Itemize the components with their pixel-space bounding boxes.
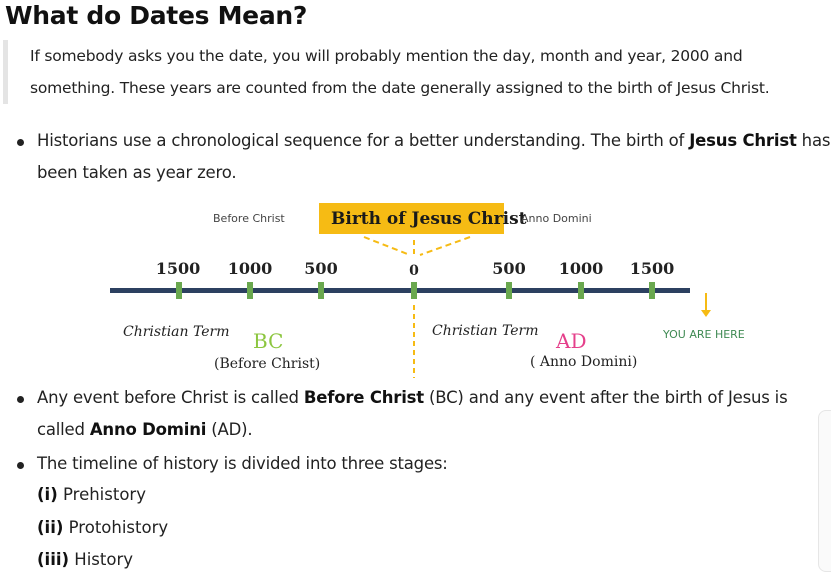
stage-number: (iii) xyxy=(37,550,70,569)
stage-label: History xyxy=(69,550,134,569)
anno-domini-label: Anno Domini xyxy=(521,212,592,225)
tick-label-1000-ad: 1000 xyxy=(559,259,604,278)
christian-term-left: Christian Term xyxy=(123,324,230,340)
stage-number: (ii) xyxy=(37,518,64,537)
side-panel-edge xyxy=(818,410,831,572)
quote-line-1: If somebody asks you the date, you will … xyxy=(30,47,743,65)
tick-mark xyxy=(318,282,324,299)
bullet-3-line-1: The timeline of history is divided into … xyxy=(37,454,448,473)
arrowhead-icon xyxy=(701,310,711,317)
stage-item-protohistory: (ii) Protohistory xyxy=(37,518,168,537)
timeline-axis xyxy=(110,288,690,293)
stage-label: Protohistory xyxy=(63,518,169,537)
pointer-dash-left xyxy=(363,236,411,256)
bullet-1-bold: Jesus Christ xyxy=(689,131,797,150)
timeline-diagram: Before Christ Birth of Jesus Christ Anno… xyxy=(110,203,745,378)
stage-number: (i) xyxy=(37,485,58,504)
bullet-2-text-2-end: (AD). xyxy=(206,420,253,439)
tick-label-1500-ad: 1500 xyxy=(630,259,675,278)
stage-item-history: (iii) History xyxy=(37,550,133,569)
bc-label: BC xyxy=(253,329,283,353)
tick-label-1500-bc: 1500 xyxy=(156,259,201,278)
bullet-1-line-1: Historians use a chronological sequence … xyxy=(37,131,830,150)
tick-label-500-bc: 500 xyxy=(304,259,337,278)
bullet-2-line-1: Any event before Christ is called Before… xyxy=(37,388,788,407)
tick-label-500-ad: 500 xyxy=(492,259,525,278)
ad-full-label: ( Anno Domini) xyxy=(530,354,637,370)
bullet-2-text: Any event before Christ is called xyxy=(37,388,304,407)
bullet-2-text-end: (BC) and any event after the birth of Je… xyxy=(423,388,788,407)
christian-term-right: Christian Term xyxy=(432,323,539,339)
birth-highlight-box xyxy=(319,203,504,234)
tick-mark xyxy=(578,282,584,299)
bullet-dot xyxy=(17,396,24,403)
page-title: What do Dates Mean? xyxy=(5,1,308,30)
tick-mark xyxy=(247,282,253,299)
bullet-2-text-2: called xyxy=(37,420,90,439)
you-are-here-label: YOU ARE HERE xyxy=(662,328,745,341)
bullet-2-line-2: called Anno Domini (AD). xyxy=(37,420,253,439)
bullet-2-bold-bc: Before Christ xyxy=(303,388,424,407)
bullet-dot xyxy=(17,462,24,469)
intro-blockquote: If somebody asks you the date, you will … xyxy=(3,40,808,104)
bc-full-label: (Before Christ) xyxy=(214,356,320,372)
bullet-dot xyxy=(17,139,24,146)
tick-mark xyxy=(506,282,512,299)
stage-item-prehistory: (i) Prehistory xyxy=(37,485,146,504)
before-christ-label: Before Christ xyxy=(213,212,285,225)
stage-label: Prehistory xyxy=(57,485,146,504)
tick-mark xyxy=(649,282,655,299)
bullet-2-bold-ad: Anno Domini xyxy=(89,420,207,439)
bullet-1-text-end: has xyxy=(796,131,831,150)
ad-label: AD xyxy=(555,329,586,353)
bullet-1-text: Historians use a chronological sequence … xyxy=(37,131,690,150)
pointer-dash-right xyxy=(419,236,471,256)
tick-label-zero: 0 xyxy=(409,263,419,279)
tick-label-1000-bc: 1000 xyxy=(228,259,273,278)
tick-mark-zero xyxy=(411,282,417,299)
birth-of-jesus-label: Birth of Jesus Christ xyxy=(331,209,527,229)
bullet-1-line-2: been taken as year zero. xyxy=(37,163,237,182)
quote-line-2: something. These years are counted from … xyxy=(30,79,770,97)
tick-mark xyxy=(176,282,182,299)
